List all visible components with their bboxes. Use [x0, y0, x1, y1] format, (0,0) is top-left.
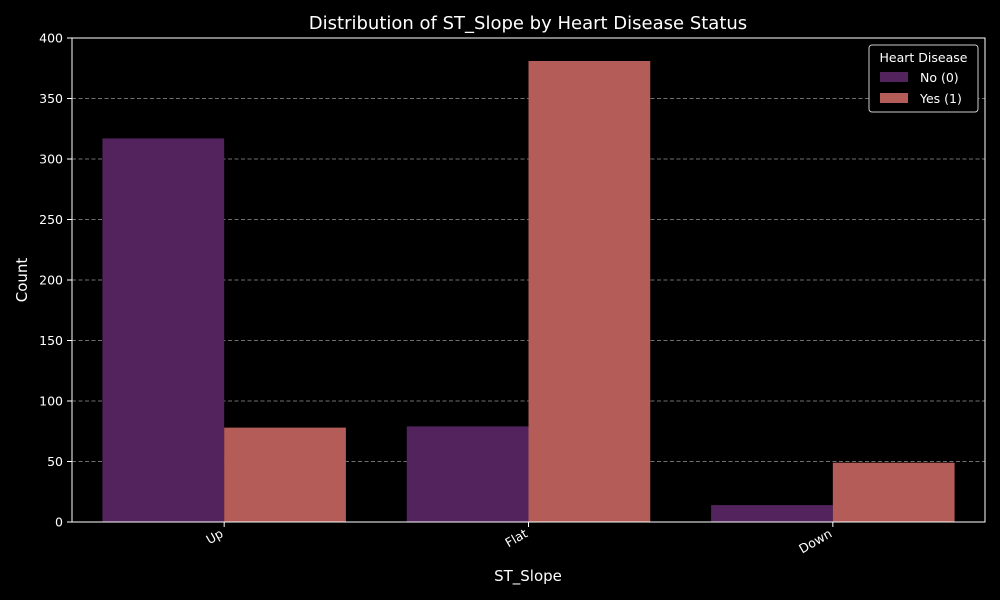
- y-tick-label-3: 150: [39, 333, 63, 348]
- legend-label-1: Yes (1): [919, 91, 962, 106]
- y-tick-label-2: 100: [39, 394, 63, 409]
- bar-flat-series-0: [406, 426, 529, 522]
- x-axis-label: ST_Slope: [494, 567, 562, 586]
- y-tick-label-1: 50: [47, 454, 63, 469]
- y-tick-label-6: 300: [39, 152, 63, 167]
- y-tick-label-4: 200: [39, 273, 63, 288]
- legend-swatch-1: [880, 93, 908, 103]
- bar-flat-series-1: [528, 60, 651, 523]
- y-tick-label-7: 350: [39, 91, 63, 106]
- legend-swatch-0: [880, 72, 908, 82]
- y-tick-label-5: 250: [39, 212, 63, 227]
- legend: Heart Disease No (0) Yes (1): [868, 44, 979, 113]
- y-axis-label: Count: [13, 258, 31, 303]
- bar-up-series-0: [102, 138, 225, 522]
- legend-title: Heart Disease: [880, 50, 968, 65]
- x-tick-label-up: Up: [203, 526, 225, 548]
- bar-up-series-1: [224, 427, 346, 522]
- plot-frame: [71, 37, 986, 523]
- y-tick-label-8: 400: [39, 31, 63, 46]
- bars: [102, 60, 955, 523]
- bar-down-series-0: [711, 505, 833, 522]
- y-tick-label-0: 0: [55, 515, 63, 530]
- axes: [67, 37, 986, 527]
- bar-down-series-1: [832, 462, 955, 522]
- chart-title: Distribution of ST_Slope by Heart Diseas…: [309, 13, 747, 34]
- legend-label-0: No (0): [920, 70, 959, 85]
